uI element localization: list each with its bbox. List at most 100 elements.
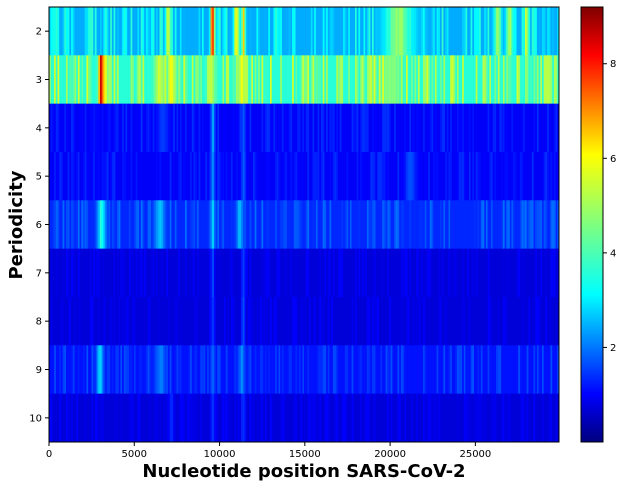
heatmap-cell	[154, 152, 157, 201]
heatmap-cell	[487, 345, 490, 395]
heatmap-cell	[428, 7, 431, 56]
heatmap-cell	[496, 7, 499, 56]
heatmap-cell	[106, 152, 109, 201]
heatmap-cell	[365, 103, 368, 153]
heatmap-cell	[280, 393, 283, 443]
heatmap-cell	[157, 393, 160, 443]
heatmap-cell	[84, 345, 87, 395]
heatmap-cell	[215, 248, 218, 298]
heatmap-cell	[84, 393, 87, 443]
heatmap-cell	[400, 345, 403, 395]
heatmap-cell	[62, 152, 65, 201]
heatmap-cell	[417, 248, 420, 298]
heatmap-cell	[276, 297, 279, 346]
heatmap-cell	[326, 345, 329, 395]
heatmap-cell	[113, 103, 116, 153]
heatmap-cell	[523, 345, 526, 395]
heatmap-cell	[327, 103, 330, 153]
heatmap-cell	[492, 345, 495, 395]
heatmap-cell	[198, 393, 201, 443]
heatmap-cell	[497, 297, 500, 346]
heatmap-cell	[552, 393, 555, 443]
heatmap-cell	[326, 55, 329, 105]
heatmap-cell	[203, 152, 206, 201]
heatmap-cell	[518, 200, 521, 250]
heatmap-cell	[219, 393, 222, 443]
heatmap-cell	[382, 200, 385, 250]
heatmap-cell	[528, 55, 531, 105]
heatmap-cell	[173, 103, 176, 153]
heatmap-cell	[213, 55, 216, 105]
heatmap-cell	[511, 200, 514, 250]
heatmap-cell	[463, 297, 466, 346]
heatmap-cell	[132, 55, 135, 105]
heatmap-cell	[225, 393, 228, 443]
heatmap-cell	[457, 345, 460, 395]
heatmap-cell	[120, 7, 123, 56]
heatmap-cell	[309, 152, 312, 201]
heatmap-cell	[355, 393, 358, 443]
heatmap-cell	[212, 297, 215, 346]
heatmap-cell	[145, 200, 148, 250]
heatmap-cell	[385, 393, 388, 443]
heatmap-cell	[555, 55, 558, 105]
heatmap-cell	[219, 152, 222, 201]
heatmap-cell	[385, 7, 388, 56]
heatmap-cell	[414, 393, 417, 443]
heatmap-cell	[324, 393, 327, 443]
heatmap-cell	[200, 152, 203, 201]
heatmap-cell	[402, 103, 405, 153]
heatmap-cell	[96, 297, 99, 346]
heatmap-cell	[302, 393, 305, 443]
heatmap-cell	[249, 297, 252, 346]
heatmap-cell	[343, 248, 346, 298]
heatmap-cell	[540, 7, 543, 56]
heatmap-cell	[531, 345, 534, 395]
heatmap-cell	[548, 55, 551, 105]
heatmap-cell	[489, 55, 492, 105]
heatmap-cell	[202, 200, 205, 250]
heatmap-cell	[491, 7, 494, 56]
heatmap-cell	[511, 103, 514, 153]
heatmap-cell	[353, 200, 356, 250]
heatmap-cell	[271, 103, 274, 153]
heatmap-cell	[125, 393, 128, 443]
heatmap-cell	[557, 7, 560, 56]
heatmap-cell	[234, 345, 237, 395]
heatmap-cell	[106, 200, 109, 250]
heatmap-cell	[509, 55, 512, 105]
heatmap-cell	[402, 345, 405, 395]
heatmap-cell	[106, 55, 109, 105]
heatmap-cell	[338, 7, 341, 56]
heatmap-cell	[105, 55, 108, 105]
heatmap-cell	[154, 248, 157, 298]
heatmap-cell	[117, 103, 120, 153]
heatmap-cell	[106, 345, 109, 395]
heatmap-cell	[191, 248, 194, 298]
heatmap-cell	[399, 55, 402, 105]
heatmap-cell	[268, 297, 271, 346]
heatmap-cell	[264, 393, 267, 443]
heatmap-cell	[164, 345, 167, 395]
heatmap-cell	[455, 152, 458, 201]
heatmap-cell	[451, 297, 454, 346]
heatmap-cell	[389, 248, 392, 298]
heatmap-cell	[77, 200, 80, 250]
heatmap-cell	[186, 103, 189, 153]
heatmap-cell	[161, 200, 164, 250]
x-tick-label: 5000	[122, 449, 147, 460]
heatmap-cell	[213, 152, 216, 201]
heatmap-cell	[538, 152, 541, 201]
heatmap-cell	[326, 297, 329, 346]
heatmap-cell	[288, 55, 291, 105]
heatmap-cell	[470, 345, 473, 395]
heatmap-cell	[264, 103, 267, 153]
heatmap-cell	[382, 248, 385, 298]
heatmap-cell	[538, 200, 541, 250]
heatmap-cell	[516, 103, 519, 153]
heatmap-cell	[135, 393, 138, 443]
heatmap-cell	[79, 345, 82, 395]
heatmap-cell	[54, 297, 57, 346]
heatmap-cell	[295, 103, 298, 153]
heatmap-cell	[237, 248, 240, 298]
